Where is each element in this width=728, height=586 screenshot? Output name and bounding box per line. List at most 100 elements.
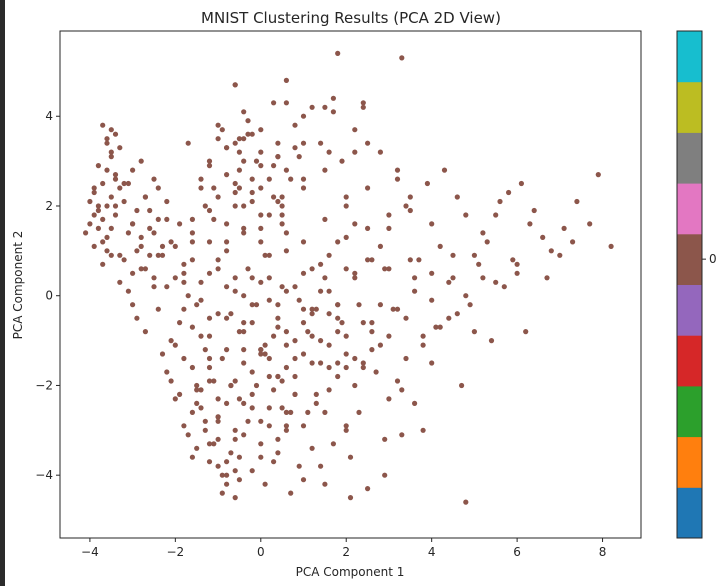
scatter-point: [198, 279, 204, 285]
scatter-points: [83, 50, 614, 505]
scatter-point: [258, 441, 264, 447]
scatter-point: [91, 243, 97, 249]
scatter-point: [343, 234, 349, 240]
scatter-point: [117, 145, 123, 151]
scatter-point: [407, 257, 413, 263]
scatter-point: [275, 154, 281, 160]
scatter-point: [399, 432, 405, 438]
scatter-point: [484, 239, 490, 245]
scatter-point: [258, 454, 264, 460]
scatter-point: [121, 198, 127, 205]
colorbar: 0: [676, 30, 717, 539]
scatter-point: [189, 230, 195, 236]
scatter-point: [548, 248, 554, 254]
scatter-point: [147, 225, 153, 231]
scatter-point: [309, 266, 315, 272]
scatter-point: [330, 441, 336, 447]
scatter-point: [194, 302, 200, 308]
chart-title: MNIST Clustering Results (PCA 2D View): [201, 9, 501, 27]
x-tick-label: 6: [513, 545, 521, 559]
scatter-point: [215, 122, 221, 128]
scatter-point: [322, 409, 328, 415]
scatter-point: [211, 441, 217, 447]
scatter-point: [407, 207, 413, 214]
scatter-point: [343, 203, 349, 209]
scatter-point: [108, 194, 114, 200]
scatter-point: [283, 248, 289, 254]
scatter-point: [249, 391, 255, 397]
scatter-point: [232, 189, 238, 196]
scatter-point: [236, 329, 242, 335]
y-tick-label: −2: [35, 378, 53, 392]
scatter-point: [300, 477, 307, 483]
scatter-point: [446, 315, 452, 321]
scatter-point: [198, 176, 204, 182]
scatter-point: [365, 257, 371, 263]
scatter-point: [206, 364, 213, 371]
scatter-point: [587, 221, 593, 227]
scatter-point: [441, 167, 448, 173]
scatter-point: [471, 252, 477, 258]
scatter-point: [134, 248, 140, 254]
colorbar-segment: [677, 183, 702, 235]
scatter-point: [300, 270, 307, 276]
scatter-point: [194, 382, 200, 389]
scatter-point: [253, 382, 260, 389]
scatter-point: [420, 342, 426, 348]
scatter-point: [241, 360, 247, 366]
scatter-point: [266, 275, 272, 281]
scatter-point: [130, 221, 136, 227]
scatter-point: [185, 140, 191, 146]
scatter-point: [151, 284, 157, 290]
scatter-point: [202, 203, 208, 209]
colorbar-segment: [677, 335, 702, 387]
scatter-point: [112, 131, 119, 137]
scatter-point: [138, 158, 144, 164]
scatter-point: [168, 239, 174, 245]
scatter-point: [510, 257, 516, 263]
scatter-point: [249, 176, 255, 182]
scatter-point: [335, 239, 341, 245]
scatter-point: [232, 495, 238, 501]
scatter-point: [531, 207, 537, 214]
y-tick-label: −4: [35, 468, 53, 482]
x-tick-label: −4: [81, 545, 99, 559]
scatter-point: [283, 167, 289, 173]
scatter-point: [95, 163, 101, 169]
scatter-point: [104, 234, 110, 240]
scatter-point: [300, 351, 307, 357]
scatter-point: [403, 315, 409, 321]
scatter-point: [339, 320, 345, 326]
y-ticks: −4 −2 0 2 4: [35, 109, 60, 482]
scatter-point: [181, 306, 187, 312]
scatter-point: [275, 436, 281, 442]
scatter-point: [279, 194, 285, 200]
scatter-point: [352, 127, 358, 133]
scatter-point: [343, 333, 349, 339]
scatter-point: [292, 338, 298, 344]
scatter-point: [365, 225, 371, 231]
scatter-point: [189, 239, 195, 245]
scatter-point: [206, 355, 213, 362]
scatter-point: [172, 396, 178, 402]
scatter-point: [95, 203, 101, 209]
scatter-point: [300, 320, 307, 326]
scatter-point: [480, 230, 486, 236]
scatter-point: [198, 185, 204, 191]
scatter-point: [189, 454, 195, 460]
scatter-point: [266, 212, 272, 218]
scatter-point: [275, 373, 281, 380]
scatter-point: [561, 225, 567, 231]
scatter-point: [300, 239, 307, 245]
scatter-point: [215, 414, 221, 420]
scatter-point: [228, 382, 234, 389]
scatter-point: [172, 243, 178, 249]
scatter-point: [245, 131, 251, 137]
scatter-point: [377, 149, 383, 155]
scatter-point: [433, 324, 439, 330]
scatter-point: [236, 477, 242, 483]
scatter-point: [224, 172, 230, 178]
scatter-point: [292, 122, 298, 128]
scatter-point: [488, 338, 495, 344]
scatter-point: [313, 391, 319, 397]
